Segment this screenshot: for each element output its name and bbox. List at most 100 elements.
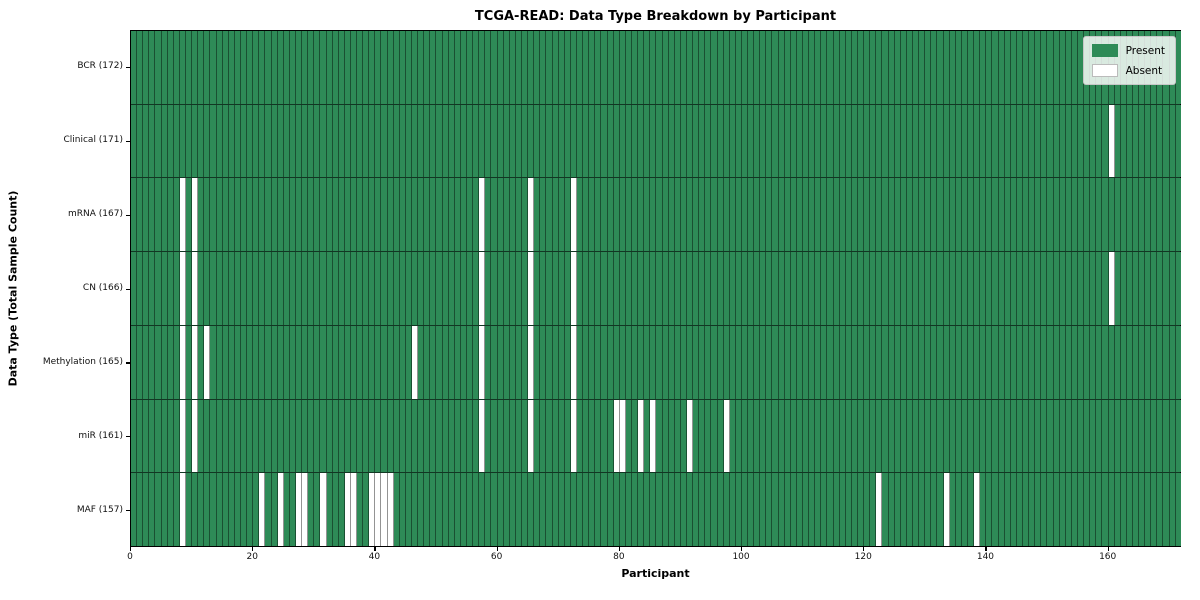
heatmap-cell	[1004, 104, 1011, 178]
heatmap-cell	[955, 325, 962, 399]
heatmap-cell	[949, 252, 956, 325]
y-tick-label-Methylation: Methylation (165)	[42, 356, 123, 367]
heatmap-cell	[748, 252, 755, 325]
heatmap-cell	[1041, 31, 1048, 104]
heatmap-cell	[754, 325, 761, 399]
heatmap-cell	[980, 399, 987, 473]
heatmap-cell	[974, 325, 981, 399]
heatmap-cell	[662, 325, 669, 399]
y-tick-label-CN: CN (166)	[82, 283, 123, 293]
heatmap-cell	[741, 178, 749, 252]
heatmap-cell	[253, 399, 260, 473]
heatmap-cell	[803, 252, 810, 325]
heatmap-cell	[839, 399, 846, 473]
heatmap-cell	[858, 473, 865, 547]
heatmap-cell	[729, 178, 736, 252]
heatmap-cell	[680, 252, 687, 325]
heatmap-cell	[919, 31, 926, 104]
legend-entry-absent: Absent	[1091, 64, 1165, 77]
heatmap-cell	[283, 31, 290, 104]
heatmap-cell	[851, 252, 859, 325]
heatmap-cell	[583, 104, 590, 178]
heatmap-cell	[913, 31, 920, 104]
heatmap-cell	[155, 252, 162, 325]
heatmap-cell	[1077, 104, 1085, 178]
heatmap-cell	[674, 473, 681, 547]
heatmap-cell	[289, 399, 296, 473]
heatmap-cell	[693, 399, 700, 473]
heatmap-cell	[295, 31, 303, 104]
heatmap-cell	[931, 252, 938, 325]
heatmap-cell	[509, 325, 516, 399]
heatmap-cell	[308, 178, 315, 252]
heatmap-cell	[955, 399, 962, 473]
heatmap-cell	[509, 31, 516, 104]
heatmap-cell	[1114, 178, 1121, 252]
y-tick-label-BCR: BCR (172)	[77, 61, 123, 72]
heatmap-cell	[967, 178, 975, 252]
heatmap-cell	[1084, 104, 1091, 178]
heatmap-cell	[247, 178, 254, 252]
heatmap-cell	[405, 178, 413, 252]
heatmap-cell	[754, 252, 761, 325]
heatmap-cell	[467, 252, 474, 325]
heatmap-cell	[460, 399, 468, 473]
heatmap-cell	[699, 252, 706, 325]
heatmap-cell	[943, 399, 950, 473]
heatmap-cell	[1022, 104, 1030, 178]
heatmap-cell	[485, 104, 492, 178]
heatmap-cell	[460, 104, 468, 178]
heatmap-cell	[1102, 252, 1109, 325]
heatmap-cell	[369, 31, 376, 104]
heatmap-cell	[625, 399, 632, 473]
heatmap-cell	[888, 252, 895, 325]
heatmap-cell	[693, 473, 700, 547]
heatmap-cell	[1163, 473, 1170, 547]
heatmap-cell	[937, 399, 944, 473]
heatmap-cell	[528, 399, 535, 473]
heatmap-cell	[143, 178, 150, 252]
heatmap-cell	[644, 104, 651, 178]
heatmap-cell	[204, 473, 211, 547]
heatmap-cell	[405, 104, 413, 178]
heatmap-cell	[1053, 325, 1060, 399]
heatmap-cell	[143, 252, 150, 325]
heatmap-cell	[748, 178, 755, 252]
y-tick-label-mRNA: mRNA (167)	[68, 209, 123, 220]
heatmap-cell	[1016, 178, 1023, 252]
heatmap-cell	[460, 178, 468, 252]
heatmap-cell	[302, 399, 309, 473]
heatmap-cell	[344, 325, 351, 399]
heatmap-cell	[686, 178, 694, 252]
heatmap-cell	[974, 399, 981, 473]
heatmap-cell	[234, 178, 241, 252]
heatmap-cell	[1065, 325, 1072, 399]
heatmap-cell	[216, 473, 223, 547]
heatmap-cell	[1126, 325, 1133, 399]
x-tick-label: 80	[613, 552, 625, 562]
heatmap-cell	[448, 104, 455, 178]
heatmap-cell	[210, 31, 217, 104]
heatmap-cell	[314, 399, 321, 473]
heatmap-cell	[326, 399, 333, 473]
heatmap-cell	[131, 399, 138, 473]
y-tick-label-miR: miR (161)	[78, 430, 123, 441]
heatmap-cell	[350, 325, 358, 399]
heatmap-cell	[381, 252, 388, 325]
heatmap-cell	[851, 399, 859, 473]
heatmap-cell	[558, 325, 565, 399]
heatmap-cell	[998, 325, 1005, 399]
heatmap-cell	[919, 399, 926, 473]
heatmap-cell	[650, 399, 657, 473]
heatmap-cell	[1041, 325, 1048, 399]
heatmap-cell	[882, 178, 889, 252]
heatmap-cell	[1053, 399, 1060, 473]
heatmap-cell	[1041, 399, 1048, 473]
heatmap-cell	[876, 473, 883, 547]
heatmap-cell	[748, 399, 755, 473]
heatmap-cell	[839, 252, 846, 325]
heatmap-cell	[992, 399, 999, 473]
heatmap-cell	[1090, 104, 1097, 178]
heatmap-cell	[570, 252, 577, 325]
heatmap-cell	[839, 473, 846, 547]
